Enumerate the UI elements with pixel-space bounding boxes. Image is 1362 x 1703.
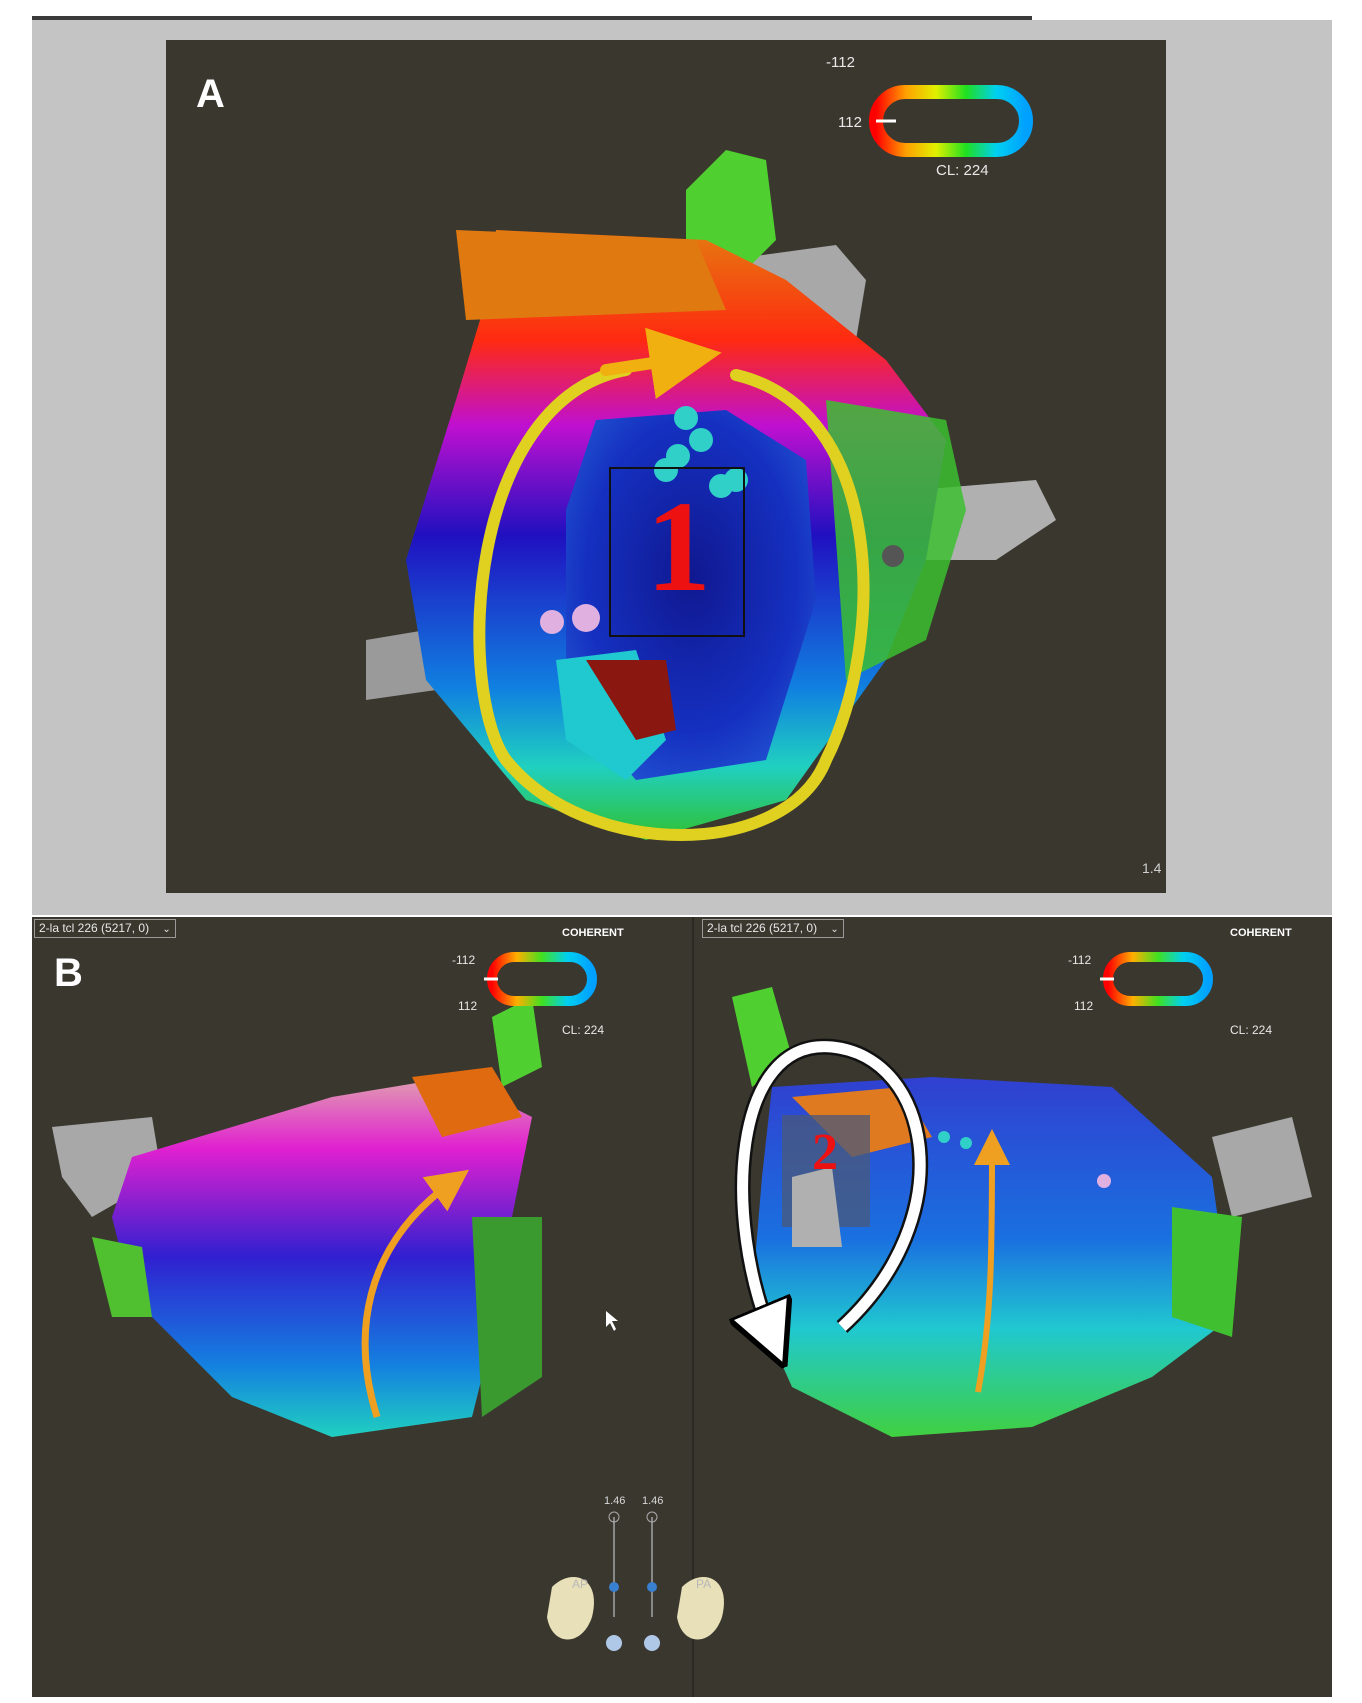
- panel-b-label: B: [54, 951, 83, 995]
- view-name-ap: AP: [572, 1577, 589, 1591]
- coherent-label-left: COHERENT: [562, 927, 624, 939]
- scale-max-value: 112: [838, 114, 862, 131]
- view-name-pa: PA: [696, 1577, 712, 1591]
- split-divider: [692, 917, 694, 1697]
- region-label-1: 1: [646, 475, 711, 619]
- coherent-label-right: COHERENT: [1230, 927, 1292, 939]
- cycle-length-left: CL: 224: [562, 1023, 605, 1037]
- scale-min-right: -112: [1068, 953, 1092, 967]
- panel-a-view[interactable]: A -112 112 CL: 224 1 1.4: [166, 40, 1166, 893]
- top-border: [32, 16, 1032, 22]
- scale-min-left: -112: [452, 953, 476, 967]
- cycle-length-right: CL: 224: [1230, 1023, 1273, 1037]
- map-select-left[interactable]: 2-la tcl 226 (5217, 0) ⌄: [34, 919, 176, 938]
- scale-min-value: -112: [826, 54, 855, 71]
- panel-a-label: A: [196, 72, 225, 116]
- zoom-value-left: 1.46: [604, 1495, 626, 1507]
- chevron-down-icon: ⌄: [162, 924, 171, 935]
- panel-b-map-canvas: [52, 952, 1312, 1651]
- map-select-right[interactable]: 2-la tcl 226 (5217, 0) ⌄: [702, 919, 844, 938]
- scale-max-left: 112: [458, 999, 478, 1013]
- panel-a-map-canvas: [366, 85, 1056, 841]
- map-select-left-value: 2-la tcl 226 (5217, 0): [39, 921, 150, 935]
- panel-b-view[interactable]: B 2-la tcl 226 (5217, 0) ⌄ COHERENT -112…: [32, 917, 1332, 1697]
- chevron-down-icon: ⌄: [830, 924, 839, 935]
- map-select-right-value: 2-la tcl 226 (5217, 0): [707, 921, 818, 935]
- zoom-corner-value: 1.4: [1142, 860, 1162, 876]
- cycle-length-label: CL: 224: [936, 162, 989, 179]
- scale-max-right: 112: [1074, 999, 1094, 1013]
- region-label-2: 2: [812, 1124, 838, 1181]
- zoom-value-right: 1.46: [642, 1495, 664, 1507]
